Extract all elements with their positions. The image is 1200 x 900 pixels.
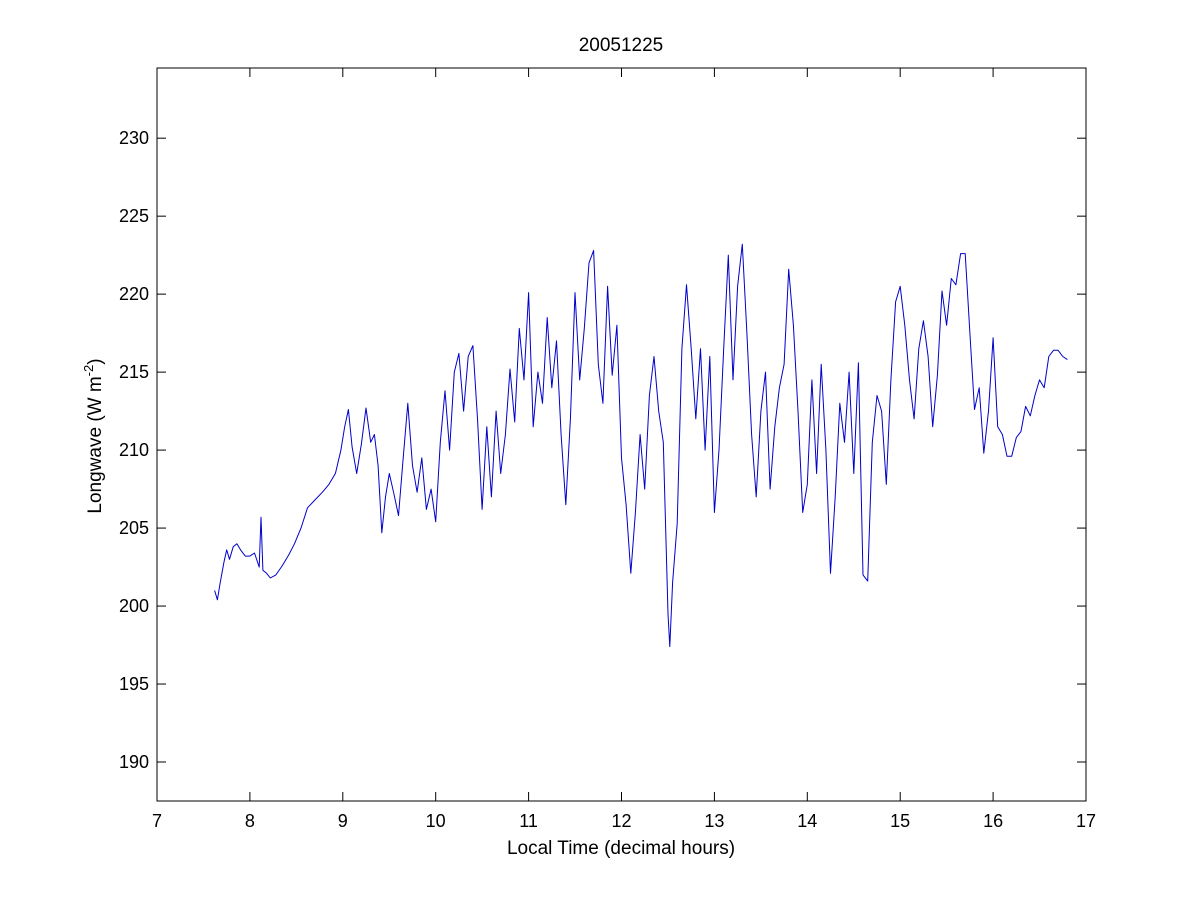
x-tick-label: 16	[983, 811, 1003, 831]
y-tick-label: 200	[119, 596, 149, 616]
y-tick-label: 215	[119, 362, 149, 382]
y-tick-label: 190	[119, 752, 149, 772]
y-axis-label-main: Longwave (W m	[85, 376, 106, 513]
y-axis-label-superscript: -2	[81, 365, 96, 377]
x-tick-label: 7	[152, 811, 162, 831]
y-tick-label: 230	[119, 128, 149, 148]
y-tick-label: 220	[119, 284, 149, 304]
series-line	[214, 243, 1068, 648]
x-tick-label: 17	[1076, 811, 1096, 831]
x-tick-label: 15	[890, 811, 910, 831]
y-tick-label: 225	[119, 206, 149, 226]
y-tick-label: 195	[119, 674, 149, 694]
chart-title: 20051225	[579, 35, 664, 56]
y-tick-label: 210	[119, 440, 149, 460]
x-tick-label: 14	[797, 811, 817, 831]
tick-layer: 7 8 9 10 11 12 13 14 15 16 17 190 195 200 205 210 215 220…	[119, 68, 1096, 831]
x-tick-label: 10	[426, 811, 446, 831]
x-axis-label: Local Time (decimal hours)	[507, 838, 735, 859]
plot-frame	[156, 67, 1087, 802]
series-layer	[214, 243, 1068, 648]
y-axis-label-close: )	[85, 358, 106, 364]
x-tick-label: 12	[611, 811, 631, 831]
x-tick-label: 11	[519, 811, 538, 831]
x-tick-label: 9	[338, 811, 348, 831]
y-tick-label: 205	[119, 518, 149, 538]
y-axis-label: Longwave (W m-2)	[81, 358, 106, 513]
plot-area	[157, 68, 1086, 801]
x-tick-label: 8	[245, 811, 255, 831]
x-tick-label: 13	[704, 811, 724, 831]
